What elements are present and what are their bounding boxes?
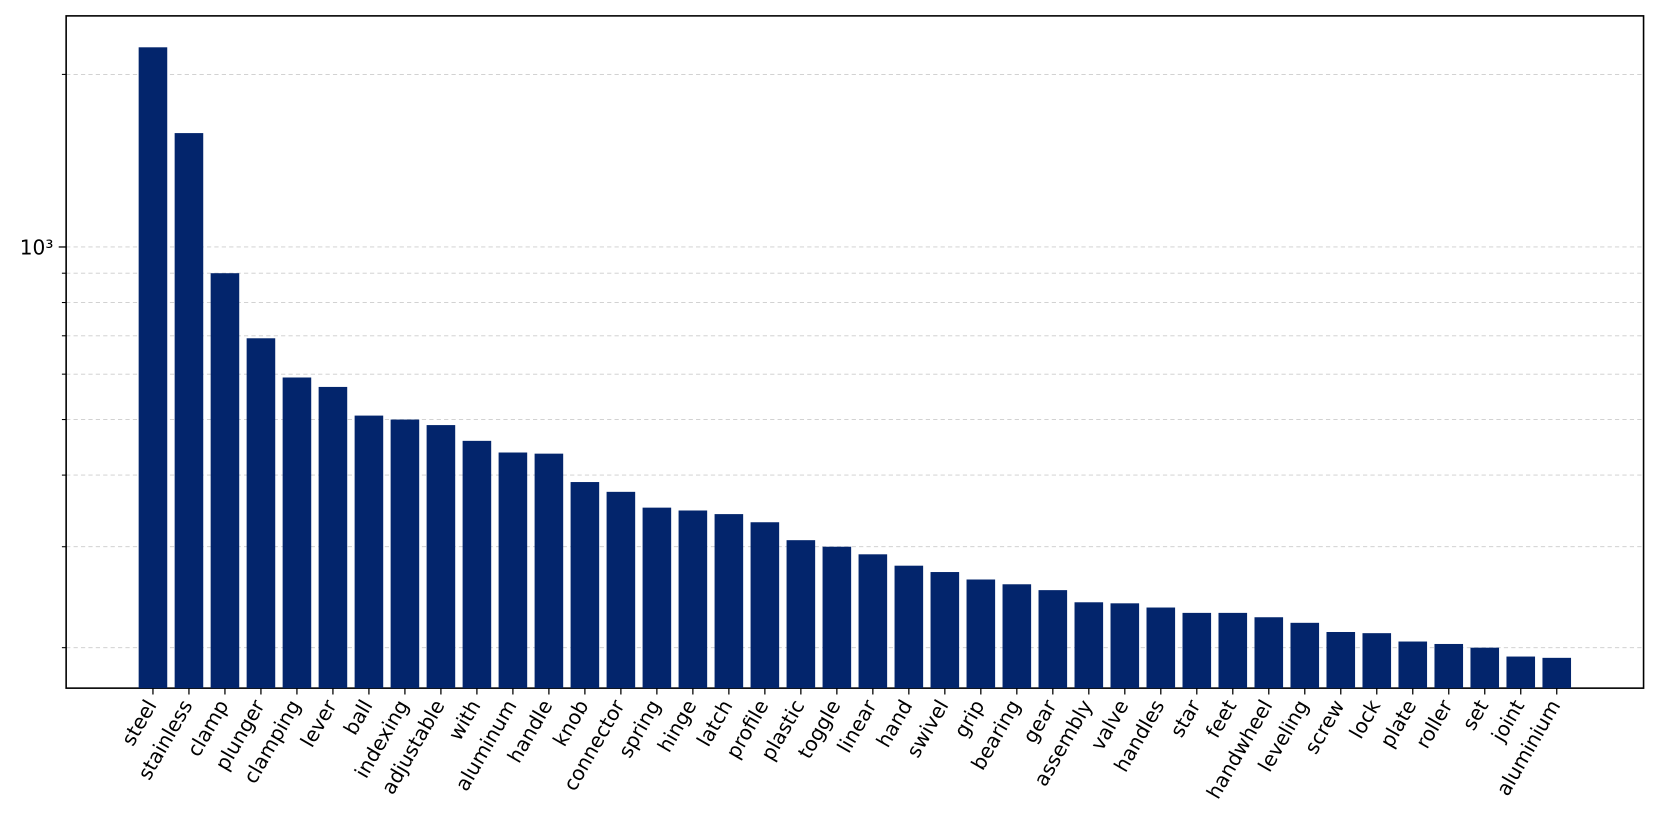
bar	[1110, 603, 1140, 689]
bar	[1542, 657, 1572, 689]
bar	[1218, 612, 1248, 689]
bar	[606, 491, 636, 689]
bar	[750, 522, 780, 689]
bar	[678, 510, 708, 689]
bar	[174, 133, 204, 689]
bar	[1254, 617, 1284, 689]
bar	[534, 453, 564, 689]
bar	[822, 546, 852, 689]
bar	[1002, 584, 1032, 689]
bar	[282, 377, 312, 689]
bar	[1038, 590, 1068, 689]
bar	[462, 440, 492, 689]
bar	[966, 579, 996, 689]
bar	[858, 554, 888, 689]
bar	[1470, 647, 1500, 689]
bar	[894, 565, 924, 689]
bar	[642, 507, 672, 689]
bar	[570, 482, 600, 689]
bar	[138, 47, 168, 689]
x-tick-label: roller	[1411, 695, 1458, 753]
bar	[1074, 602, 1104, 689]
bar	[1434, 643, 1464, 689]
bar	[1506, 656, 1536, 689]
bar	[1182, 612, 1212, 689]
bar	[246, 338, 276, 689]
x-tick-label: star	[1165, 695, 1206, 741]
bar	[930, 572, 960, 689]
bar	[210, 273, 240, 689]
bar	[786, 540, 816, 689]
bar	[354, 415, 384, 689]
bar	[390, 419, 420, 689]
bar	[714, 514, 744, 689]
x-tick-label: lever	[295, 695, 341, 751]
bar	[318, 386, 348, 689]
bar	[1290, 622, 1320, 689]
bar	[1362, 633, 1392, 689]
bar	[1146, 607, 1176, 689]
bar	[426, 425, 456, 689]
bar	[498, 452, 528, 689]
y-tick-label: 10³	[20, 235, 54, 259]
bar	[1326, 631, 1356, 689]
x-tick-label: set	[1457, 695, 1493, 734]
plot-frame	[65, 15, 1645, 689]
bar	[1398, 641, 1428, 689]
